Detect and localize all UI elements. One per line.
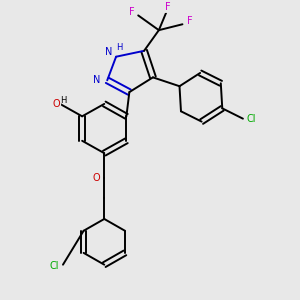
Text: N: N <box>93 75 100 85</box>
Text: O: O <box>92 173 100 183</box>
Text: N: N <box>105 47 112 57</box>
Text: H: H <box>60 97 67 106</box>
Text: F: F <box>165 2 170 12</box>
Text: Cl: Cl <box>246 114 256 124</box>
Text: O: O <box>53 99 60 109</box>
Text: H: H <box>116 44 122 52</box>
Text: F: F <box>130 8 135 17</box>
Text: F: F <box>187 16 193 26</box>
Text: Cl: Cl <box>50 261 59 271</box>
